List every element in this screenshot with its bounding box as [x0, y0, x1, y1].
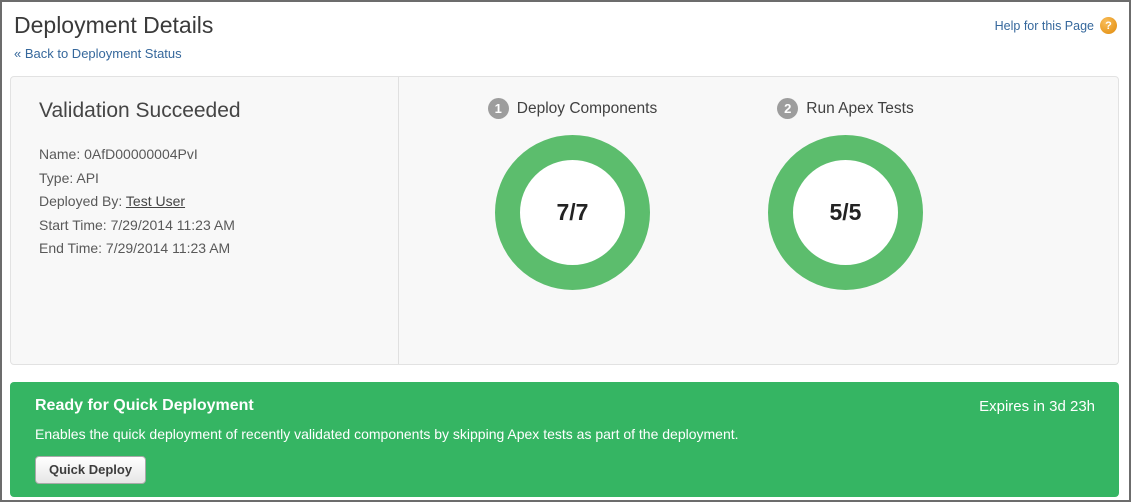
banner-expiry-text: Expires in 3d 23h [979, 398, 1095, 415]
step-deploy-components: 1 Deploy Components 7/7 [487, 98, 657, 364]
progress-value: 7/7 [556, 199, 589, 225]
progress-value: 5/5 [829, 199, 862, 225]
quick-deployment-banner: Ready for Quick Deployment Expires in 3d… [10, 382, 1119, 497]
page-title: Deployment Details [14, 12, 214, 38]
detail-value: 0AfD00000004PvI [84, 146, 198, 162]
detail-label: Deployed By: [39, 193, 123, 209]
help-for-this-page-link[interactable]: Help for this Page [994, 18, 1094, 33]
detail-label: Start Time: [39, 216, 107, 233]
step-number-badge: 2 [777, 98, 799, 119]
deployment-summary-panel: Validation Succeeded Name: 0AfD00000004P… [10, 76, 1119, 365]
detail-value: 7/29/2014 11:23 AM [105, 240, 231, 256]
step-header: 1 Deploy Components [487, 98, 658, 119]
detail-label: Name: [39, 146, 81, 162]
run-apex-tests-progress-ring: 5/5 [768, 135, 923, 290]
detail-label: End Time: [39, 240, 103, 256]
step-label: Run Apex Tests [806, 99, 914, 117]
detail-value: 7/29/2014 11:23 AM [110, 216, 235, 233]
detail-row-end-time: End Time: 7/29/2014 11:23 AM [39, 237, 378, 261]
banner-description: Enables the quick deployment of recently… [35, 426, 739, 442]
page-header: Deployment Details « Back to Deployment … [2, 2, 1129, 63]
banner-heading: Ready for Quick Deployment [35, 397, 254, 414]
validation-info-section: Validation Succeeded Name: 0AfD00000004P… [11, 77, 399, 364]
help-question-icon[interactable]: ? [1100, 17, 1117, 34]
detail-row-start-time: Start Time: 7/29/2014 11:23 AM [39, 214, 378, 238]
step-run-apex-tests: 2 Run Apex Tests 5/5 [768, 98, 923, 364]
step-label: Deploy Components [516, 99, 658, 117]
deployed-by-user-link[interactable]: Test User [125, 193, 186, 209]
validation-status-heading: Validation Succeeded [39, 99, 241, 122]
detail-row-name: Name: 0AfD00000004PvI [39, 143, 378, 167]
step-number-badge: 1 [487, 98, 509, 119]
back-to-deployment-status-link[interactable]: « Back to Deployment Status [14, 46, 182, 61]
detail-value: API [76, 169, 99, 186]
deploy-components-progress-ring: 7/7 [495, 135, 650, 290]
help-area: Help for this Page ? [995, 17, 1117, 34]
detail-row-deployed-by: Deployed By: Test User [39, 190, 378, 214]
step-header: 2 Run Apex Tests [777, 98, 914, 119]
detail-label: Type: [39, 169, 74, 186]
deployment-steps-section: 1 Deploy Components 7/7 2 Run Apex Tests… [399, 77, 1118, 364]
deployment-detail-list: Name: 0AfD00000004PvI Type: API Deployed… [39, 143, 378, 261]
detail-row-type: Type: API [39, 167, 378, 191]
quick-deploy-button[interactable]: Quick Deploy [35, 456, 147, 484]
